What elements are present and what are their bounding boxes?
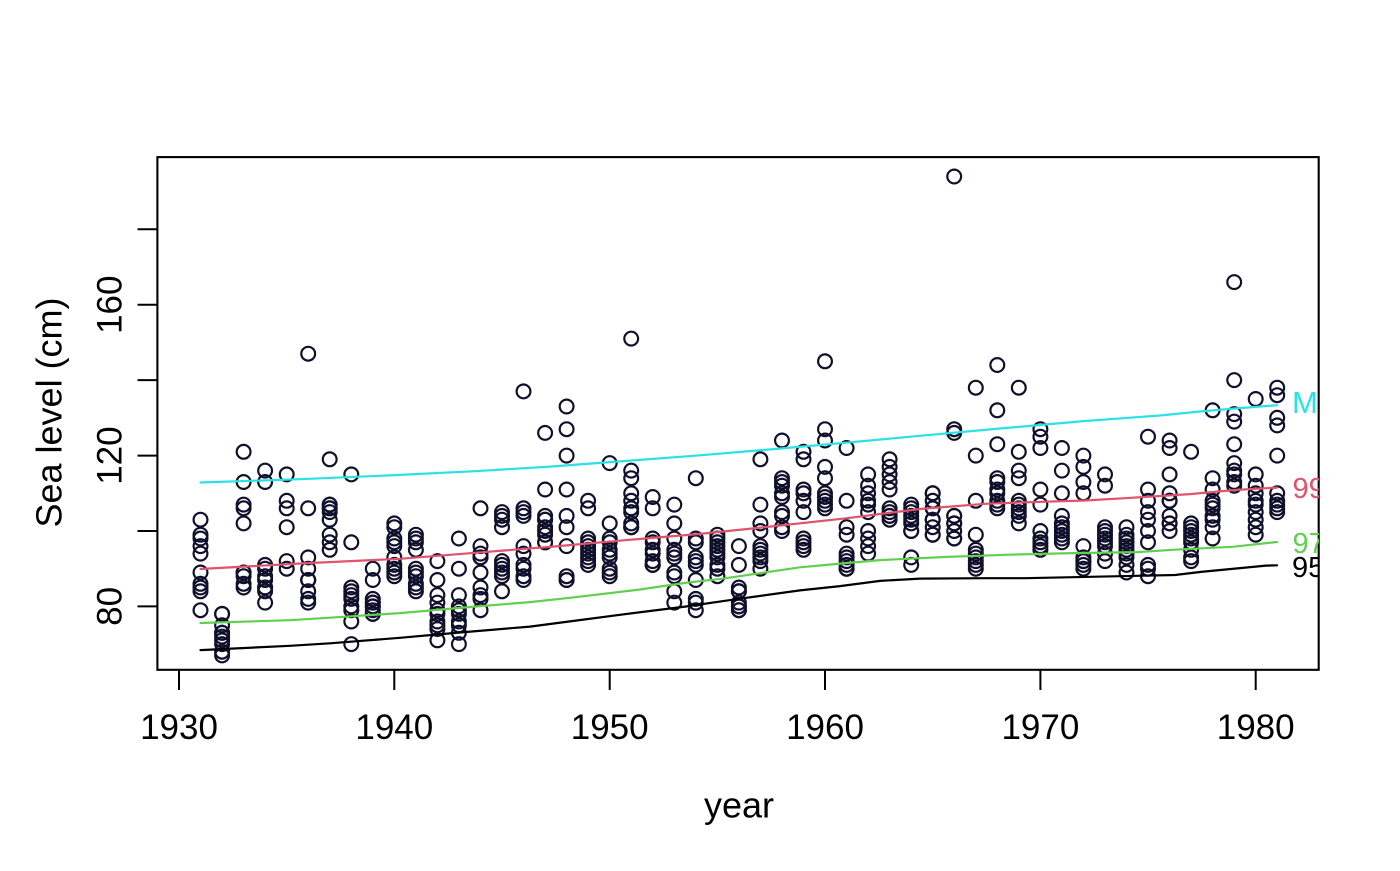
svg-text:97: 97 <box>1293 528 1325 560</box>
svg-text:1960: 1960 <box>786 708 864 747</box>
svg-text:99: 99 <box>1293 473 1325 505</box>
svg-text:1940: 1940 <box>355 708 433 747</box>
svg-text:80: 80 <box>91 587 130 626</box>
svg-text:M: M <box>1292 385 1318 420</box>
svg-text:1980: 1980 <box>1217 708 1295 747</box>
svg-text:1970: 1970 <box>1001 708 1079 747</box>
svg-text:year: year <box>704 785 774 826</box>
svg-text:1950: 1950 <box>571 708 649 747</box>
svg-text:160: 160 <box>91 275 130 333</box>
svg-text:1930: 1930 <box>140 708 218 747</box>
svg-text:Sea level (cm): Sea level (cm) <box>29 297 70 527</box>
svg-text:95: 95 <box>1292 552 1324 584</box>
svg-text:120: 120 <box>91 426 130 484</box>
